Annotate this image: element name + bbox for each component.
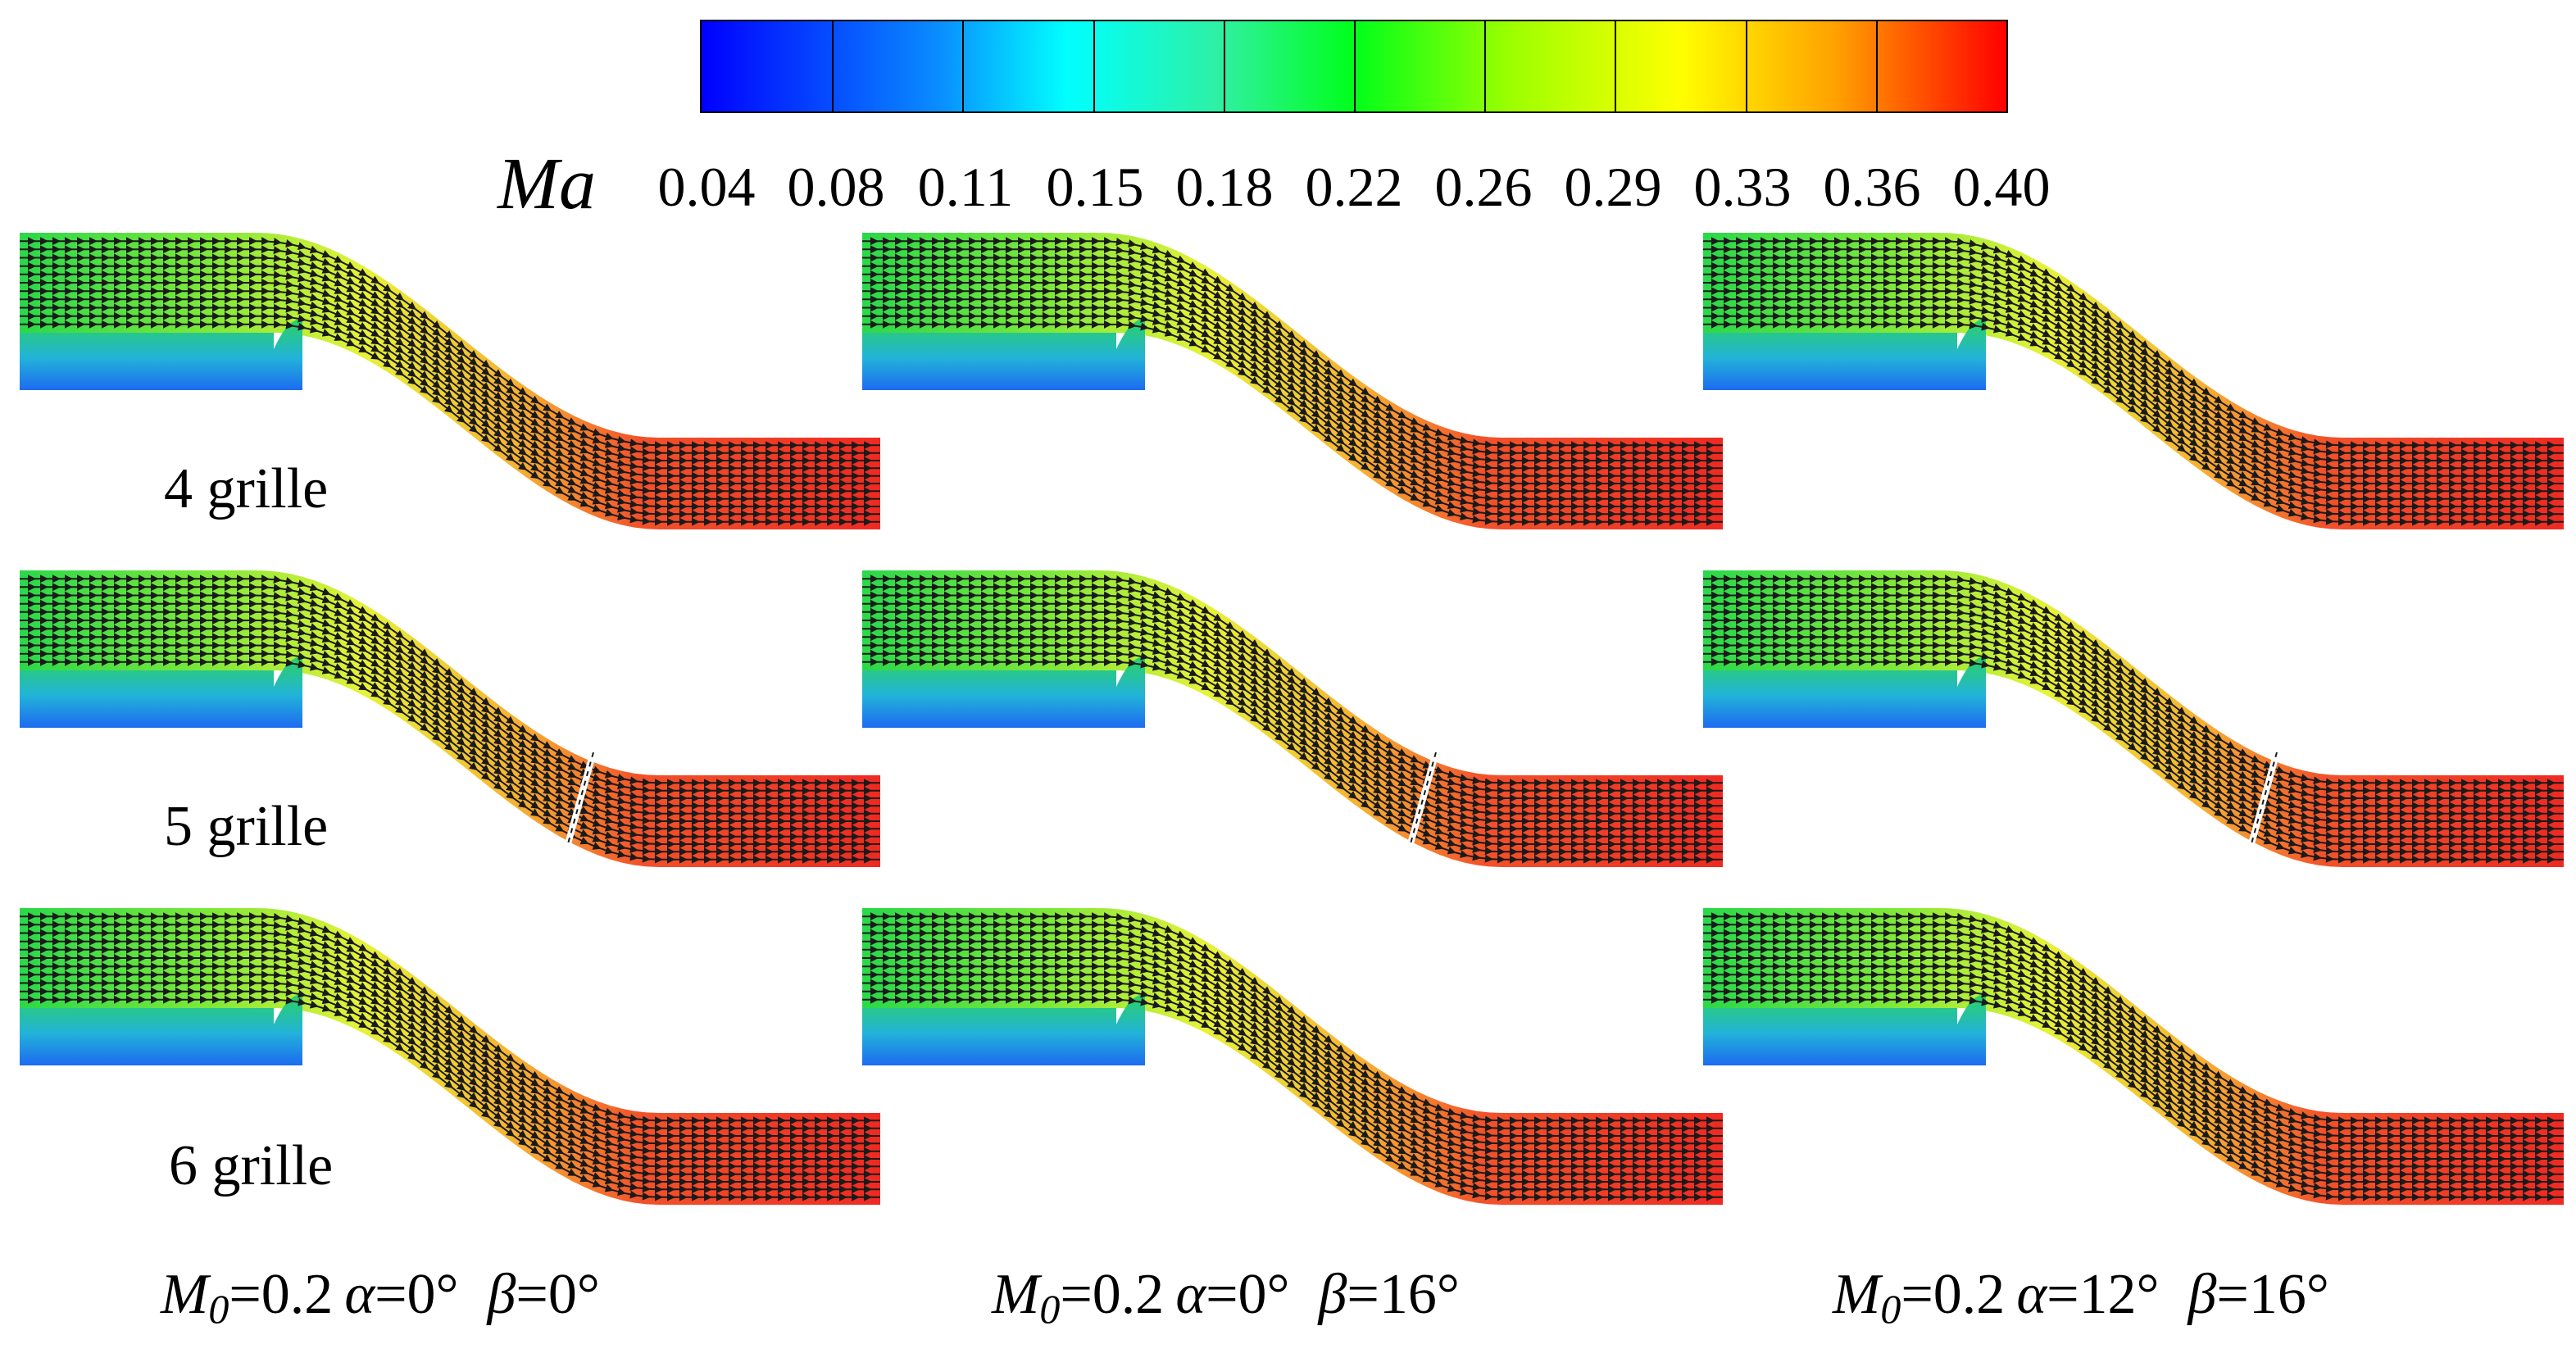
colorbar-divider: [962, 21, 965, 111]
colorbar-divider: [1354, 21, 1356, 111]
colorbar-tick: 0.08: [787, 156, 885, 218]
colorbar-tick: 0.15: [1046, 156, 1144, 218]
colorbar-tick: 0.22: [1305, 156, 1403, 218]
flow-field-image: [20, 570, 880, 867]
colorbar-tick: 0.33: [1693, 156, 1792, 218]
colorbar-title: Ma: [497, 143, 596, 225]
flow-panel: [20, 564, 880, 924]
flow-field-image: [1703, 570, 2564, 867]
flow-panel: [862, 226, 1723, 587]
flow-field-image: [862, 233, 1723, 529]
flow-field-image: [862, 908, 1723, 1205]
flow-field-image: [862, 570, 1723, 867]
colorbar-tick: 0.29: [1564, 156, 1662, 218]
row-label: 6 grille: [169, 1134, 334, 1197]
colorbar-tick: 0.18: [1175, 156, 1274, 218]
flow-panel: [1703, 226, 2564, 587]
flow-panel: [862, 902, 1723, 1262]
flow-panel: [20, 902, 880, 1262]
flow-panel: [20, 226, 880, 587]
row-label: 5 grille: [164, 795, 329, 858]
colorbar-tick: 0.40: [1952, 156, 2051, 218]
flow-field-image: [1703, 908, 2564, 1205]
colorbar-divider: [1875, 21, 1878, 111]
colorbar: [700, 20, 2008, 113]
flow-panel: [1703, 564, 2564, 924]
flow-field-image: [1703, 233, 2564, 529]
colorbar-divider: [1223, 21, 1225, 111]
colorbar-tick: 0.36: [1823, 156, 1921, 218]
row-label: 4 grille: [164, 457, 329, 520]
colorbar-divider: [1745, 21, 1747, 111]
colorbar-tick: 0.26: [1434, 156, 1533, 218]
condition-label: M0=0.2 α=12° β=16°: [1833, 1263, 2329, 1332]
colorbar-tick: 0.04: [657, 156, 756, 218]
colorbar-divider: [832, 21, 834, 111]
flow-panel: [862, 564, 1723, 924]
flow-panel: [1703, 902, 2564, 1262]
colorbar-divider: [1615, 21, 1617, 111]
flow-field-image: [20, 233, 880, 529]
condition-label: M0=0.2 α=0° β=0°: [161, 1263, 600, 1332]
colorbar-divider: [1093, 21, 1095, 111]
colorbar-tick: 0.11: [917, 156, 1014, 218]
colorbar-divider: [1484, 21, 1487, 111]
condition-label: M0=0.2 α=0° β=16°: [992, 1263, 1460, 1332]
flow-field-image: [20, 908, 880, 1205]
